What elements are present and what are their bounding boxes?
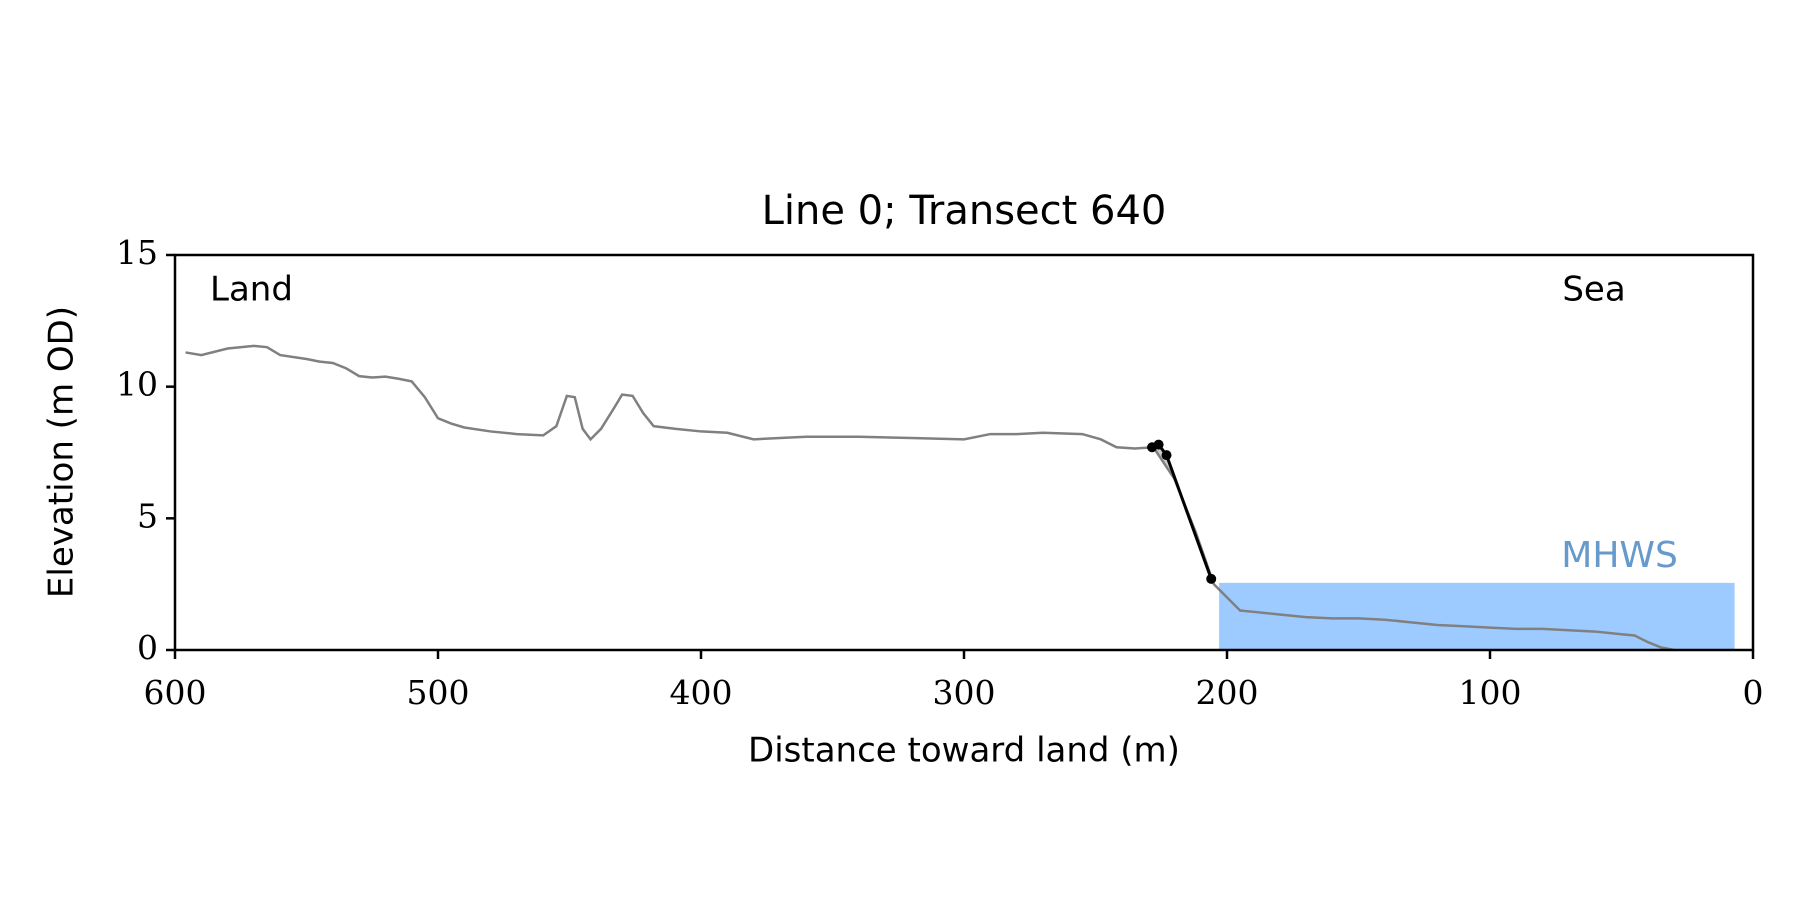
point-marker (1206, 573, 1217, 584)
x-tick-label: 400 (670, 673, 733, 712)
chart-title: Line 0; Transect 640 (762, 188, 1167, 234)
cliff-fill (1152, 444, 1212, 579)
point-marker (1161, 450, 1172, 461)
mhws-label: MHWS (1561, 535, 1678, 576)
x-tick-label: 100 (1459, 673, 1522, 712)
x-tick-label: 600 (144, 673, 207, 712)
profile-line (185, 344, 1675, 652)
profile-line (1151, 442, 1213, 580)
point-marker (1153, 439, 1164, 450)
y-axis-label: Elevation (m OD) (42, 306, 82, 598)
x-tick-label: 300 (933, 673, 996, 712)
x-tick-label: 0 (1743, 673, 1764, 712)
y-tick-label: 0 (137, 628, 158, 667)
y-tick-label: 15 (116, 233, 158, 272)
x-tick-label: 200 (1196, 673, 1259, 712)
x-axis-label: Distance toward land (m) (748, 731, 1180, 771)
y-tick-label: 5 (137, 496, 158, 535)
annotation: Sea (1562, 270, 1625, 310)
annotation: Land (210, 270, 293, 310)
x-tick-label: 500 (407, 673, 470, 712)
y-tick-label: 10 (116, 365, 158, 404)
